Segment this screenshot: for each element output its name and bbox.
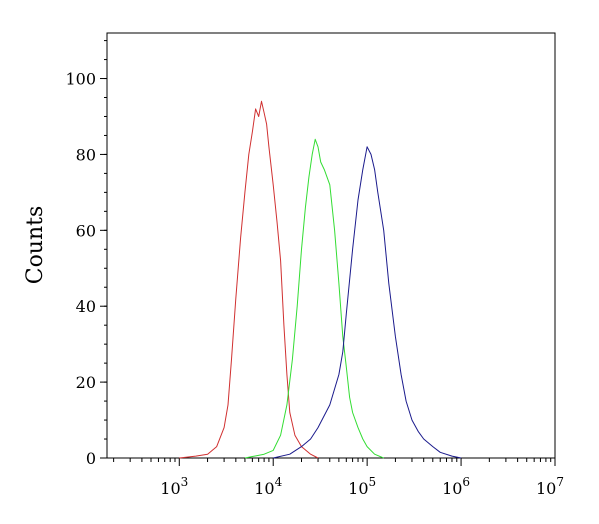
y-tick-label: 40 — [76, 297, 96, 316]
y-tick-label: 0 — [86, 449, 96, 468]
x-tick-base: 10 — [160, 479, 180, 498]
y-axis-title: Counts — [23, 206, 48, 285]
x-tick-base: 10 — [442, 479, 462, 498]
x-tick-exponent: 6 — [462, 475, 470, 489]
x-tick-label: 106 — [442, 475, 470, 498]
histogram-series-3 — [273, 146, 462, 459]
histogram-series-2 — [244, 138, 384, 459]
y-tick-label: 20 — [76, 373, 96, 392]
y-axis-ticks: 0 20 40 60 80 100 — [65, 70, 107, 468]
x-minor-ticks — [113, 458, 556, 466]
x-tick-base: 10 — [536, 479, 556, 498]
x-tick-base: 10 — [254, 479, 274, 498]
y-tick-label: 100 — [65, 70, 96, 89]
x-tick-exponent: 5 — [369, 475, 377, 489]
x-tick-label: 103 — [160, 475, 188, 498]
x-tick-label: 107 — [536, 475, 564, 498]
y-tick-label: 80 — [76, 145, 96, 164]
y-tick-label: 60 — [76, 221, 96, 240]
x-tick-label: 104 — [254, 475, 282, 498]
x-tick-exponent: 4 — [275, 475, 283, 489]
histogram-series-1 — [179, 100, 319, 459]
series-layer — [179, 100, 462, 459]
x-tick-base: 10 — [348, 479, 368, 498]
x-axis-ticks: 103 104 105 106 107 — [160, 475, 564, 498]
x-tick-exponent: 3 — [181, 475, 189, 489]
plot-frame — [106, 32, 556, 459]
x-tick-label: 105 — [348, 475, 376, 498]
x-tick-exponent: 7 — [556, 475, 564, 489]
